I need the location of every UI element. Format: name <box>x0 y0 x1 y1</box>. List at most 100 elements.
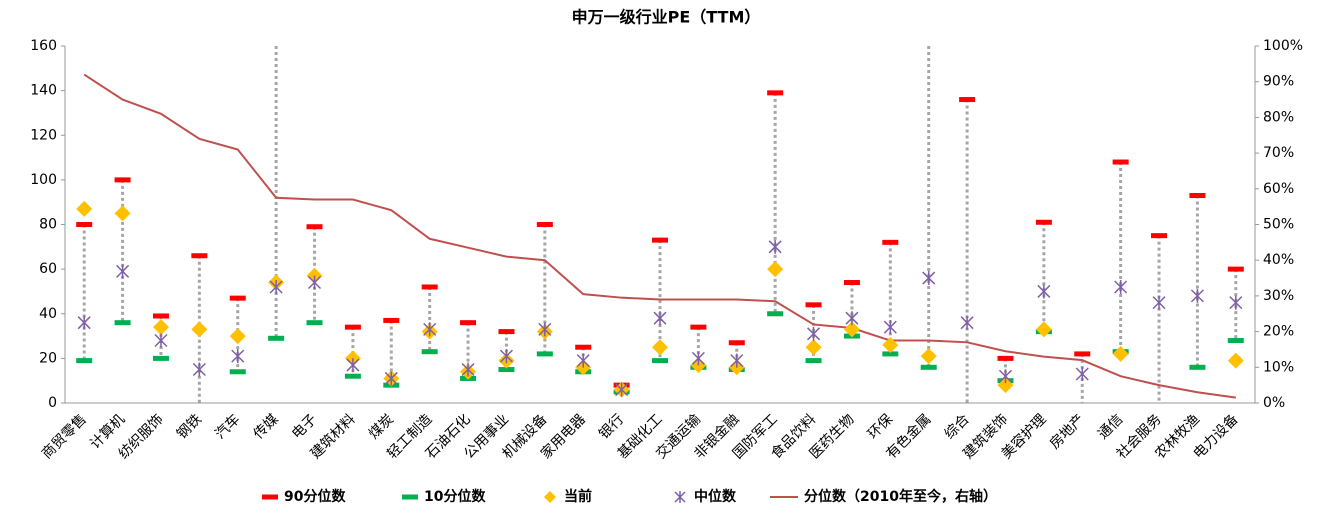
legend-label: 90分位数 <box>284 488 346 505</box>
dash-marker <box>1112 159 1129 165</box>
legend-label: 10分位数 <box>424 488 486 505</box>
dash-marker <box>306 320 323 326</box>
x-marker <box>461 362 475 377</box>
legend-swatch <box>402 494 418 500</box>
x-marker <box>231 349 245 364</box>
legend-swatch <box>544 491 556 503</box>
dash-marker <box>191 253 208 259</box>
x-marker <box>615 382 629 397</box>
x-tick-label: 银行 <box>596 411 627 442</box>
x-marker <box>883 320 897 335</box>
x-marker <box>538 322 552 337</box>
x-tick-label: 电子 <box>289 411 320 442</box>
y2-tick-label: 0% <box>1263 395 1285 411</box>
dash-marker <box>1189 364 1206 370</box>
diamond-marker <box>76 200 93 217</box>
y-tick-label: 100 <box>30 172 57 188</box>
x-marker <box>116 264 130 279</box>
y-tick-label: 40 <box>39 306 57 322</box>
dash-marker <box>805 358 822 364</box>
dash-marker <box>152 313 169 319</box>
dash-marker <box>76 358 93 364</box>
y2-tick-label: 10% <box>1263 359 1294 375</box>
dash-marker <box>1227 338 1244 344</box>
x-marker <box>1229 295 1243 310</box>
dash-marker <box>76 222 93 227</box>
dash-marker <box>114 320 131 326</box>
x-tick-label: 汽车 <box>212 411 244 443</box>
x-marker <box>1190 288 1204 303</box>
legend-swatch <box>674 491 686 503</box>
x-tick-label: 煤炭 <box>366 411 397 442</box>
y2-tick-label: 70% <box>1263 145 1294 161</box>
dash-marker <box>728 340 745 346</box>
x-marker <box>960 315 974 330</box>
dash-marker <box>690 324 707 330</box>
x-marker <box>154 333 168 348</box>
dash-marker <box>1151 233 1168 239</box>
x-tick-label: 传媒 <box>251 411 282 442</box>
x-marker <box>1114 279 1128 294</box>
diamond-marker <box>114 205 131 222</box>
dash-marker <box>536 351 553 357</box>
y-tick-label: 60 <box>39 261 57 277</box>
legend-label: 分位数（2010年至今，右轴） <box>804 488 997 505</box>
x-marker <box>423 322 437 337</box>
diamond-marker <box>843 321 860 338</box>
chart-title: 申万一级行业PE（TTM） <box>572 8 761 27</box>
dash-marker <box>229 295 246 301</box>
x-marker <box>691 351 705 366</box>
dash-marker <box>421 284 438 290</box>
dash-marker <box>421 349 438 355</box>
dash-marker <box>152 355 169 361</box>
x-marker <box>576 353 590 368</box>
diamond-marker <box>882 336 899 353</box>
diamond-marker <box>1227 352 1244 369</box>
legend-label: 当前 <box>564 488 592 505</box>
dash-marker <box>498 367 515 373</box>
dash-marker <box>1227 266 1244 272</box>
dash-marker <box>652 358 668 364</box>
x-marker <box>346 358 360 373</box>
diamond-marker <box>191 321 208 338</box>
legend-swatch <box>262 494 278 500</box>
dash-marker <box>1035 219 1052 225</box>
x-marker <box>499 349 513 364</box>
y2-tick-label: 80% <box>1263 109 1294 125</box>
dash-marker <box>920 364 937 370</box>
diamond-marker <box>805 339 822 356</box>
x-tick-label: 商贸零售 <box>39 411 90 462</box>
dash-marker <box>114 177 131 183</box>
x-marker <box>653 311 667 326</box>
dash-marker <box>997 355 1014 361</box>
y-tick-label: 140 <box>30 83 57 99</box>
dash-marker <box>843 280 860 286</box>
x-tick-label: 综合 <box>942 411 973 442</box>
x-marker <box>384 371 398 386</box>
x-marker <box>922 271 936 286</box>
x-marker <box>845 311 859 326</box>
diamond-marker <box>652 339 668 356</box>
y-tick-label: 0 <box>48 395 57 411</box>
y2-tick-label: 40% <box>1263 252 1294 268</box>
y-tick-label: 20 <box>39 350 57 366</box>
dash-marker <box>383 317 400 323</box>
diamond-marker <box>1035 321 1052 338</box>
x-marker <box>1037 284 1051 299</box>
y-tick-label: 120 <box>30 127 57 143</box>
x-marker <box>1152 295 1166 310</box>
legend-label: 中位数 <box>694 488 737 505</box>
dash-marker <box>1189 192 1206 198</box>
dash-marker <box>805 302 822 308</box>
dash-marker <box>536 222 553 227</box>
x-tick-label: 钢铁 <box>174 411 205 442</box>
dash-marker <box>959 97 976 103</box>
dash-marker <box>767 90 784 96</box>
dash-marker <box>882 239 899 245</box>
y2-tick-label: 50% <box>1263 217 1294 233</box>
y2-tick-label: 100% <box>1263 38 1303 54</box>
x-marker <box>269 279 283 294</box>
y2-tick-label: 30% <box>1263 288 1294 304</box>
x-marker <box>730 353 744 368</box>
